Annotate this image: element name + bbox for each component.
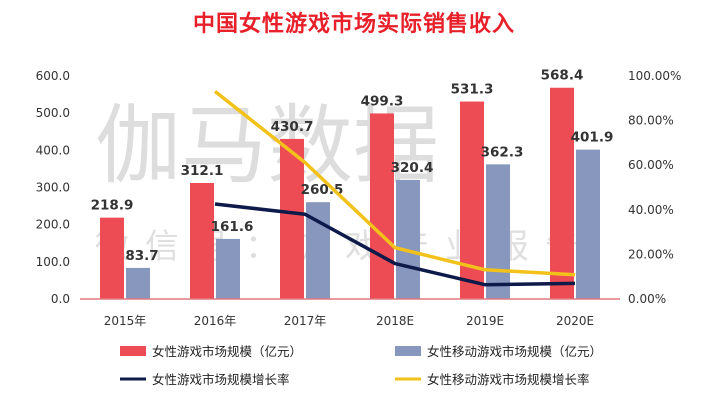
left-axis-tick: 400.0 [36, 143, 70, 157]
legend-label: 女性游戏市场规模（亿元） [152, 344, 302, 359]
data-label: 83.7 [125, 248, 158, 264]
left-axis-tick: 600.0 [36, 69, 70, 83]
legend-swatch [395, 346, 421, 356]
data-label: 499.3 [361, 93, 404, 109]
right-axis-tick: 40.00% [628, 203, 674, 217]
right-axis-tick: 100.00% [628, 69, 681, 83]
x-axis-tick: 2017年 [284, 314, 327, 328]
right-axis-tick: 80.00% [628, 114, 674, 128]
x-axis-tick: 2015年 [104, 314, 147, 328]
bar-female-game [550, 87, 574, 300]
data-label: 320.4 [391, 160, 434, 176]
line-female-game-growth [214, 202, 576, 287]
legend-label: 女性游戏市场规模增长率 [152, 372, 290, 387]
line-female-mobile-growth [213, 90, 576, 277]
left-axis-tick: 500.0 [36, 106, 70, 120]
data-label: 362.3 [481, 144, 524, 160]
bar-female-mobile-game [486, 164, 510, 299]
left-axis-tick: 300.0 [36, 181, 70, 195]
bar-female-game [370, 113, 394, 299]
legend-swatch [120, 346, 146, 356]
data-label: 161.6 [211, 219, 254, 235]
legend-label: 女性移动游戏市场规模（亿元） [427, 344, 602, 359]
watermark-sub: 微信号：游戏产业报告 [95, 227, 595, 267]
right-axis-tick: 60.00% [628, 158, 674, 172]
data-label: 531.3 [451, 82, 494, 98]
left-axis-tick: 100.0 [36, 255, 70, 269]
bar-female-game [280, 138, 304, 299]
bar-female-mobile-game [576, 149, 600, 299]
legend-label: 女性移动游戏市场规模增长率 [427, 372, 590, 387]
data-label: 430.7 [271, 119, 314, 135]
x-axis-tick: 2018E [376, 314, 414, 328]
bar-female-game [100, 217, 124, 299]
left-axis-tick: 0.0 [51, 292, 70, 306]
right-axis-tick: 20.00% [628, 247, 674, 261]
x-axis-tick: 2016年 [194, 314, 237, 328]
x-axis-tick: 2019E [466, 314, 504, 328]
x-axis-tick: 2020E [556, 314, 594, 328]
bar-female-mobile-game [396, 179, 420, 299]
bar-female-mobile-game [126, 267, 150, 299]
chart-title: 中国女性游戏市场实际销售收入 [192, 12, 515, 37]
data-label: 218.9 [91, 198, 134, 214]
data-label: 260.5 [301, 182, 344, 198]
left-axis-tick: 200.0 [36, 218, 70, 232]
bar-female-game [190, 183, 214, 299]
data-label: 568.4 [541, 68, 584, 84]
bar-female-mobile-game [216, 238, 240, 299]
data-label: 401.9 [571, 130, 614, 146]
data-label: 312.1 [181, 163, 224, 179]
right-axis-tick: 0.00% [628, 292, 666, 306]
